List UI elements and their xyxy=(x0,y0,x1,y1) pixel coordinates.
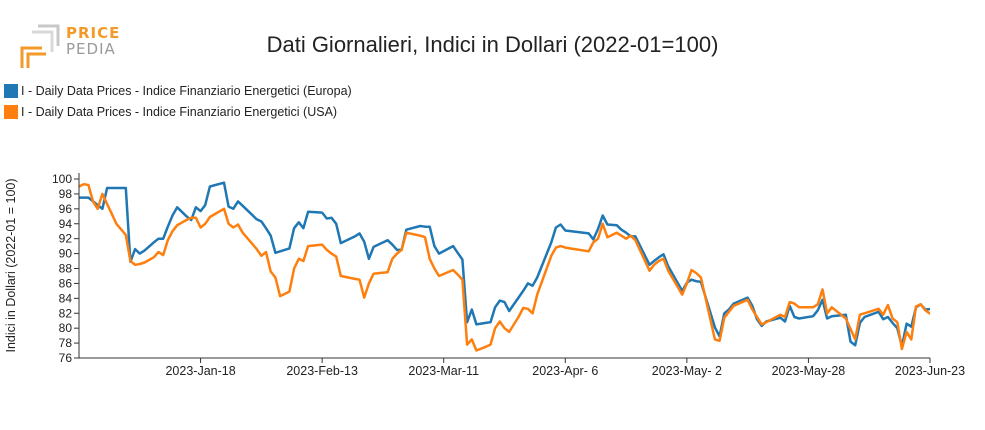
x-tick-label: 2023-Jan-18 xyxy=(165,364,235,378)
series-line-1 xyxy=(79,182,930,352)
x-tick-label: 2023-Feb-13 xyxy=(286,364,358,378)
y-tick-label: 88 xyxy=(59,262,73,276)
y-tick-label: 84 xyxy=(59,291,73,305)
legend-item-europa[interactable]: I - Daily Data Prices - Indice Finanziar… xyxy=(4,80,352,101)
legend-swatch-usa xyxy=(4,104,18,119)
x-tick-label: 2023-Jun-23 xyxy=(895,364,965,378)
y-axis-label: Indici in Dollari (2022-01 = 100) xyxy=(4,178,18,352)
x-tick-label: 2023-Apr- 6 xyxy=(532,364,598,378)
x-tick-label: 2023-Mar-11 xyxy=(408,364,479,378)
series-line-0 xyxy=(79,181,930,348)
chart-legend: I - Daily Data Prices - Indice Finanziar… xyxy=(4,80,352,122)
y-tick-label: 86 xyxy=(59,276,73,290)
legend-swatch-europa xyxy=(4,83,18,98)
x-tick-label: 2023-May-28 xyxy=(772,364,846,378)
y-tick-label: 94 xyxy=(59,217,73,231)
y-tick-label: 76 xyxy=(59,351,73,365)
y-tick-label: 96 xyxy=(59,202,73,216)
y-tick-label: 78 xyxy=(59,336,73,350)
logo-mark-icon xyxy=(20,24,60,68)
logo-word-pedia: PEDIA xyxy=(66,40,116,58)
y-tick-label: 82 xyxy=(59,306,73,320)
chart-title: Dati Giornalieri, Indici in Dollari (202… xyxy=(266,32,719,57)
pricepedia-logo: PRICE PEDIA xyxy=(18,22,128,70)
y-tick-label: 92 xyxy=(59,232,73,246)
legend-label-usa: I - Daily Data Prices - Indice Finanziar… xyxy=(21,104,338,119)
y-tick-label: 80 xyxy=(59,321,73,335)
legend-label-europa: I - Daily Data Prices - Indice Finanziar… xyxy=(21,83,352,98)
logo-word-price: PRICE xyxy=(66,24,121,42)
y-tick-label: 90 xyxy=(59,247,73,261)
y-tick-label: 98 xyxy=(59,187,73,201)
x-tick-label: 2023-May- 2 xyxy=(652,364,722,378)
legend-item-usa[interactable]: I - Daily Data Prices - Indice Finanziar… xyxy=(4,101,352,122)
y-tick-label: 100 xyxy=(52,172,72,186)
